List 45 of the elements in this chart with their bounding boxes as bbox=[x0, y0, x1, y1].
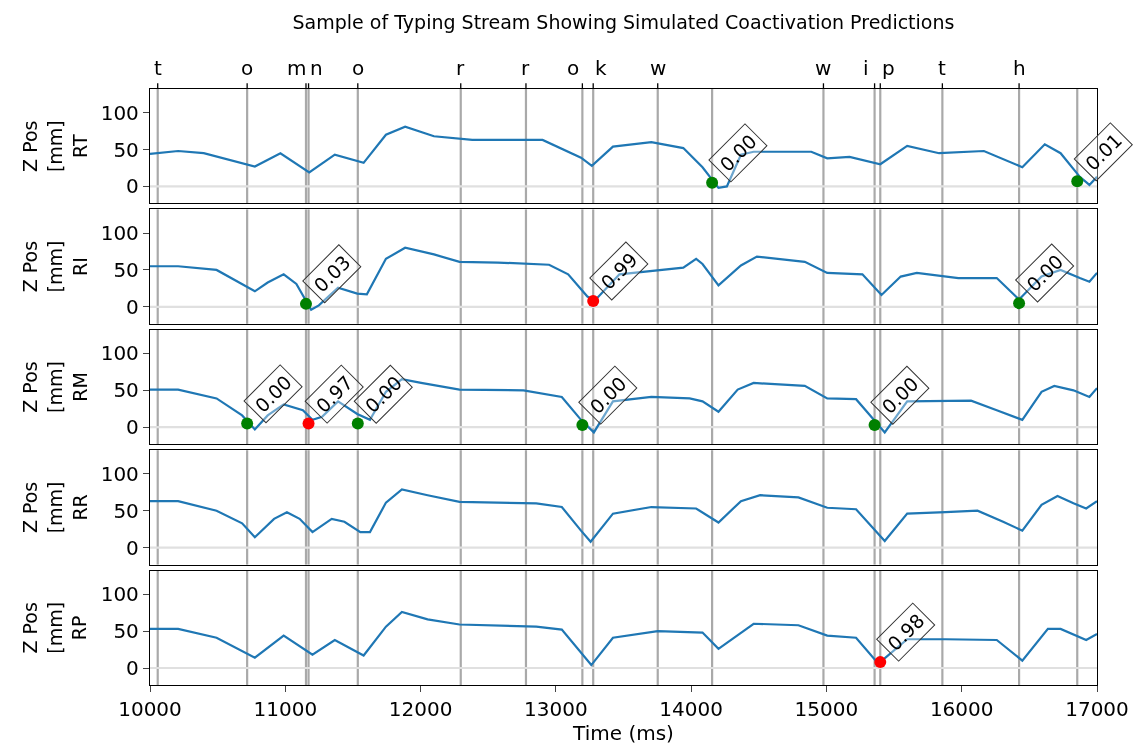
y-tick-label: 0 bbox=[126, 415, 139, 440]
y-tick-label: 100 bbox=[100, 100, 139, 125]
ref-line-label: k bbox=[595, 56, 607, 80]
y-axis-title: Z Pos [mm] RT bbox=[19, 120, 91, 173]
ref-line-label: i bbox=[863, 56, 869, 80]
x-axis-title: Time (ms) bbox=[572, 721, 674, 746]
y-tick-label: 100 bbox=[100, 461, 139, 486]
y-tick-label: 50 bbox=[113, 137, 139, 162]
ref-line-label: m bbox=[287, 56, 307, 80]
x-tick-label: 15000 bbox=[794, 697, 859, 722]
y-tick-label: 0 bbox=[126, 294, 139, 319]
y-axis-title: Z Pos [mm] RR bbox=[19, 481, 91, 534]
x-tick-label: 12000 bbox=[388, 697, 453, 722]
y-tick-label: 100 bbox=[100, 221, 139, 246]
ref-line-label: p bbox=[882, 56, 895, 80]
x-tick-label: 14000 bbox=[659, 697, 723, 722]
x-tick-label: 13000 bbox=[524, 697, 588, 722]
y-axis-title: Z Pos [mm] RM bbox=[19, 361, 91, 413]
y-tick-label: 50 bbox=[113, 619, 139, 644]
ref-line-label: r bbox=[456, 56, 465, 80]
x-tick-label: 11000 bbox=[253, 697, 318, 722]
ref-line-label: o bbox=[567, 56, 580, 80]
y-tick-label: 50 bbox=[113, 378, 139, 403]
y-tick-label: 50 bbox=[113, 498, 139, 523]
ref-line-label: r bbox=[521, 56, 530, 80]
chart-title: Sample of Typing Stream Showing Simulated Coactivation Predictions bbox=[292, 10, 955, 33]
x-tick-label: 16000 bbox=[929, 697, 994, 722]
x-tick-label: 17000 bbox=[1065, 697, 1129, 722]
x-tick-label: 10000 bbox=[118, 697, 182, 722]
ref-line-label: o bbox=[241, 56, 254, 80]
y-tick-label: 100 bbox=[100, 341, 139, 366]
y-tick-label: 0 bbox=[126, 174, 139, 199]
ref-line-label: n bbox=[310, 56, 323, 80]
ref-line-label: w bbox=[650, 56, 667, 80]
y-axis-title: Z Pos [mm] RP bbox=[19, 601, 91, 654]
ref-line-label: w bbox=[815, 56, 832, 80]
y-tick-label: 0 bbox=[126, 535, 139, 560]
ref-line-label: o bbox=[352, 56, 365, 80]
ref-line-label: h bbox=[1013, 56, 1026, 80]
ref-line-label: t bbox=[938, 56, 946, 80]
y-tick-label: 50 bbox=[113, 257, 139, 282]
y-axis-title: Z Pos [mm] RI bbox=[19, 240, 91, 293]
y-tick-label: 100 bbox=[100, 582, 139, 607]
y-tick-label: 0 bbox=[126, 656, 139, 681]
ref-line-label: t bbox=[154, 56, 162, 80]
